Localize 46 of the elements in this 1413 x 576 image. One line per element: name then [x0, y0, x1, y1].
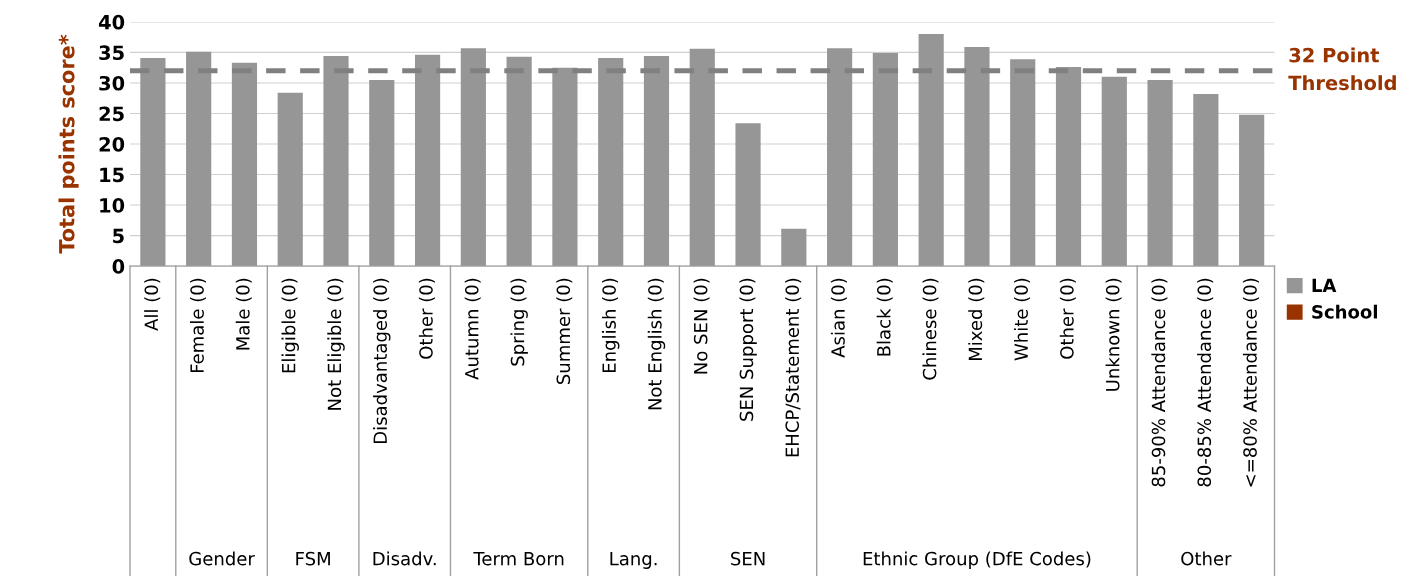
x-tick-label: Eligible (0)	[281, 278, 299, 373]
text: Other	[1181, 551, 1232, 566]
y-tick-label: 40	[98, 14, 125, 30]
y-tick-label: 5	[113, 228, 124, 244]
y-tick-label: 25	[99, 106, 124, 122]
y-tick-label: 30	[99, 75, 125, 91]
x-tick-label: Spring (0)	[510, 278, 528, 366]
text: Term Born	[473, 552, 564, 566]
x-tick-label: English (0)	[601, 278, 620, 372]
x-tick-label: Summer (0)	[556, 278, 573, 384]
text: Gender	[189, 551, 255, 566]
x-tick-label: Asian (0)	[830, 278, 847, 358]
y-tick-label: 15	[100, 167, 124, 183]
x-tick-label: White (0)	[1013, 278, 1031, 361]
y-tick-label: 10	[100, 198, 125, 213]
x-tick-label: No SEN (0)	[693, 278, 710, 374]
y-axis-title: Total points score*	[58, 34, 79, 254]
x-tick-label: SEN Support (0)	[739, 278, 757, 421]
legend-label: LA	[1312, 278, 1337, 292]
y-tick-label: 35	[99, 45, 124, 61]
y-tick-label: 20	[99, 136, 125, 152]
x-tick-label: All (0)	[144, 278, 161, 331]
text: Lang.	[610, 552, 657, 569]
x-tick-label: 85-90% Attendance (0)	[1151, 278, 1168, 487]
x-tick-label: Male (0)	[235, 278, 252, 350]
x-tick-label: Female (0)	[189, 278, 207, 373]
x-tick-label: Black (0)	[876, 278, 893, 356]
x-tick-label: Mixed (0)	[968, 278, 985, 361]
text: FSM	[296, 551, 330, 566]
x-tick-label: EHCP/Statement (0)	[785, 278, 802, 457]
text: Disadv.	[373, 551, 436, 566]
x-tick-label: 80-85% Attendance (0)	[1197, 278, 1214, 487]
x-tick-label: <=80% Attendance (0)	[1242, 278, 1259, 487]
x-tick-label: Chinese (0)	[922, 278, 939, 380]
text: Ethnic Group (DfE Codes)	[863, 551, 1091, 569]
ref-line-label: 32 Point Threshold	[1288, 47, 1396, 91]
x-tick-label: Disadvantaged (0)	[373, 278, 391, 443]
x-tick-label: Autumn (0)	[464, 278, 481, 380]
x-tick-label: Not Eligible (0)	[327, 278, 345, 410]
legend-label: School	[1312, 304, 1377, 319]
x-tick-label: Other (0)	[418, 278, 435, 359]
x-tick-label: Not English (0)	[647, 278, 666, 410]
y-tick-label: 0	[112, 259, 125, 274]
x-tick-label: Other (0)	[1059, 278, 1076, 359]
x-tick-label: Unknown (0)	[1105, 278, 1122, 391]
text: SEN	[731, 551, 765, 566]
